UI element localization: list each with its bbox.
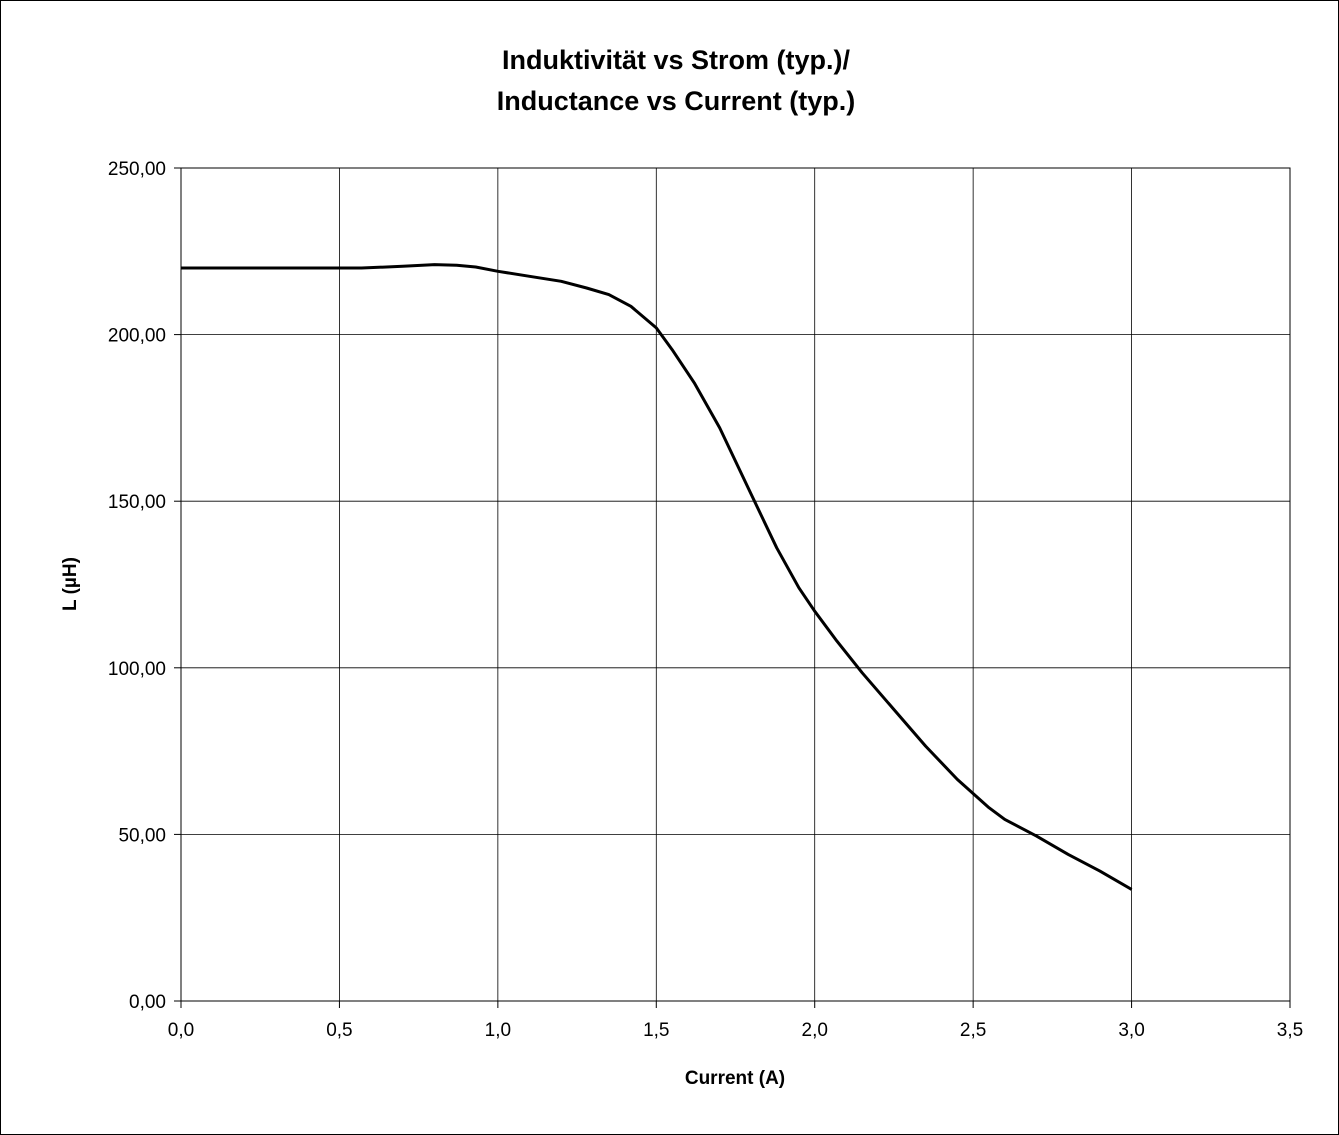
x-tick-label: 3,0 bbox=[1118, 1020, 1144, 1041]
x-tick-label: 1,0 bbox=[485, 1020, 511, 1041]
series-line-0 bbox=[181, 263, 1133, 891]
x-axis-title: Current (A) bbox=[685, 1068, 785, 1089]
x-tick-label: 3,5 bbox=[1277, 1020, 1303, 1041]
series-layer bbox=[181, 263, 1133, 891]
y-tick-label: 150,00 bbox=[108, 492, 166, 513]
chart-title-line-2: Inductance vs Current (typ.) bbox=[497, 86, 856, 116]
y-tick-label: 50,00 bbox=[118, 825, 166, 846]
tick-labels: 0,0 0,5 1,0 1,5 2,0 2,5 3,0 3,5 0,00 50,00 100,00 1… bbox=[108, 159, 1303, 1041]
x-tick-label: 2,5 bbox=[960, 1020, 986, 1041]
chart-title-line-1: Induktivität vs Strom (typ.)/ bbox=[502, 45, 851, 75]
y-tick-label: 250,00 bbox=[108, 159, 166, 180]
x-tick-label: 0,5 bbox=[326, 1020, 352, 1041]
grid-lines bbox=[181, 168, 1290, 1001]
y-tick-label: 200,00 bbox=[108, 326, 166, 347]
axis-ticks bbox=[174, 167, 1291, 1008]
y-axis-title: L (µH) bbox=[60, 557, 81, 611]
x-tick-label: 0,0 bbox=[168, 1020, 194, 1041]
plot-area-border bbox=[180, 167, 1291, 1002]
x-tick-label: 2,0 bbox=[802, 1020, 828, 1041]
y-tick-label: 100,00 bbox=[108, 659, 166, 680]
x-tick-label: 1,5 bbox=[643, 1020, 669, 1041]
y-tick-label: 0,00 bbox=[129, 992, 166, 1013]
